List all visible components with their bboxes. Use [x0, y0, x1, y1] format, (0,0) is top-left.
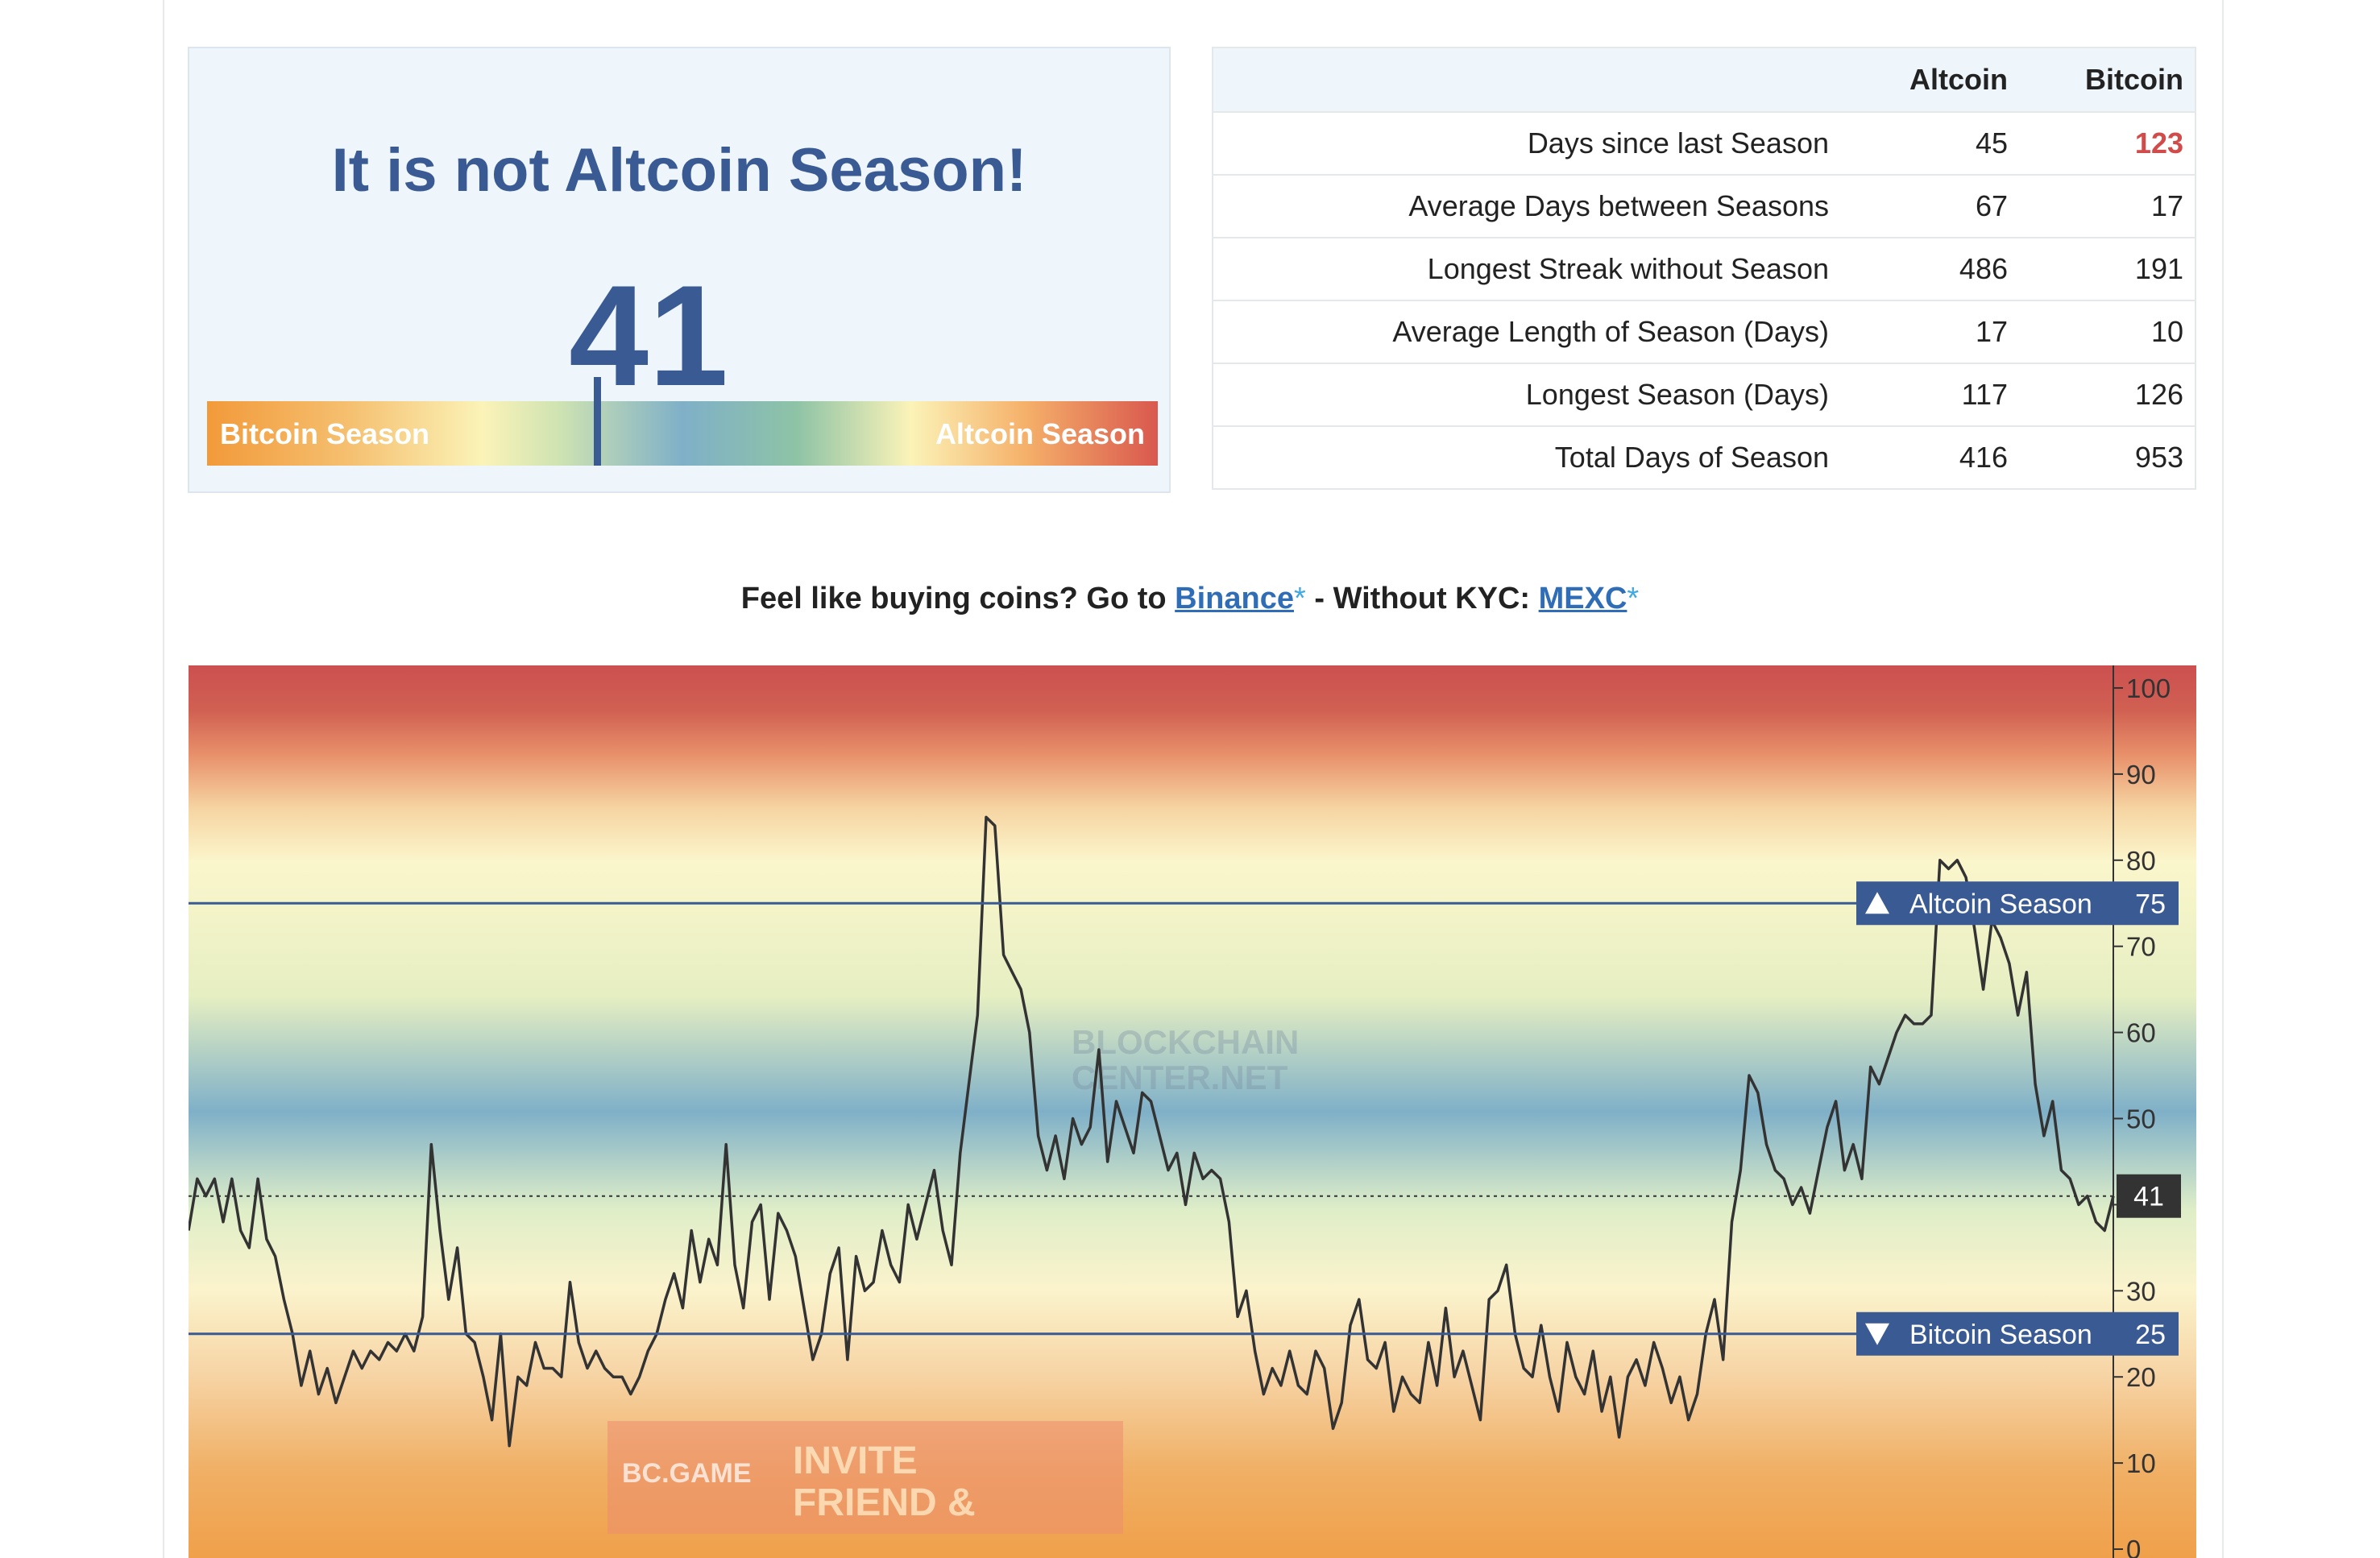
stats-bitcoin-value: 953 — [2134, 441, 2183, 474]
y-axis-tick-label: 80 — [2126, 846, 2156, 876]
altcoin-index-value: 41 — [569, 255, 728, 416]
y-axis-tick-label: 60 — [2126, 1018, 2156, 1048]
bitcoin-season-label: Bitcoin Season — [1909, 1320, 2092, 1350]
chart-svg: 0102030405060708090100Altcoin Season75Bi… — [189, 665, 2181, 1558]
season-stats-table: Altcoin Bitcoin Days since last Season 4… — [1212, 47, 2196, 490]
stats-altcoin-value: 486 — [1959, 252, 2008, 285]
bc-game-ad-banner[interactable]: BC.GAME INVITE FRIEND & — [607, 1421, 1123, 1534]
y-axis-tick-label: 70 — [2126, 932, 2156, 962]
stats-row-label: Average Days between Seasons — [1408, 189, 1829, 222]
stats-bitcoin-value: 123 — [2134, 126, 2183, 160]
stats-bitcoin-value: 17 — [2150, 189, 2183, 222]
current-value-badge — [2117, 1174, 2181, 1218]
altcoin-season-value-label: 75 — [2135, 889, 2166, 919]
stats-bitcoin-value: 126 — [2134, 378, 2183, 411]
stats-altcoin-value: 117 — [1961, 378, 2008, 411]
y-axis-tick-label: 50 — [2126, 1104, 2156, 1134]
gauge-altcoin-season-label: Altcoin Season — [935, 417, 1145, 450]
table-row: Average Days between Seasons 67 17 — [1213, 176, 2195, 238]
stats-bitcoin-value: 10 — [2150, 315, 2183, 348]
y-axis-tick-label: 20 — [2126, 1362, 2156, 1392]
altcoin-index-series-line — [189, 815, 2115, 1448]
stats-header-bitcoin: Bitcoin — [2085, 63, 2183, 96]
table-row: Days since last Season 45 123 — [1213, 113, 2195, 176]
ad-brand-text: BC.GAME — [622, 1458, 752, 1489]
altcoin-season-label-box — [1856, 881, 2179, 926]
season-gauge: Bitcoin Season Altcoin Season — [207, 377, 1158, 466]
watermark-line-1: BLOCKCHAIN — [1072, 1023, 1300, 1061]
stats-row-label: Days since last Season — [1527, 126, 1829, 160]
bitcoin-season-label-box — [1856, 1311, 2179, 1356]
current-value-label: 41 — [2133, 1182, 2164, 1212]
stats-altcoin-value: 67 — [1975, 189, 2008, 222]
stats-row-label: Total Days of Season — [1554, 441, 1829, 474]
table-row: Longest Season (Days) 117 126 — [1213, 364, 2195, 427]
ad-headline-line-1: INVITE — [793, 1440, 918, 1482]
stats-header-altcoin: Altcoin — [1909, 63, 2008, 96]
stats-altcoin-value: 17 — [1975, 315, 2008, 348]
stats-row-label: Longest Season (Days) — [1525, 378, 1829, 411]
binance-asterisk: * — [1294, 582, 1306, 615]
gauge-bitcoin-season-label: Bitcoin Season — [220, 417, 430, 450]
y-axis-tick-label: 90 — [2126, 760, 2156, 789]
season-status-panel: It is not Altcoin Season! 41 Bitcoin Sea… — [188, 47, 1171, 493]
altcoin-season-chart: BLOCKCHAIN CENTER.NET BC.GAME INVITE FRI… — [189, 665, 2196, 1558]
y-axis-tick-label: 10 — [2126, 1448, 2156, 1478]
stats-row-label: Longest Streak without Season — [1427, 252, 1829, 285]
stats-header-row: Altcoin Bitcoin — [1213, 48, 2195, 113]
promo-middle-text: - Without KYC: — [1314, 582, 1531, 615]
season-status-title: It is not Altcoin Season! — [331, 136, 1027, 205]
blockchaincenter-watermark: BLOCKCHAIN CENTER.NET — [1072, 1025, 1299, 1096]
promo-prefix-text: Feel like buying coins? Go to — [740, 582, 1167, 615]
altcoin-season-label: Altcoin Season — [1909, 889, 2092, 919]
stats-bitcoin-value: 191 — [2134, 252, 2183, 285]
stats-altcoin-value: 45 — [1975, 126, 2008, 160]
mexc-link[interactable]: MEXC — [1538, 582, 1627, 615]
arrow-up-icon — [1865, 892, 1889, 914]
stats-row-label: Average Length of Season (Days) — [1392, 315, 1829, 348]
stats-header-label — [1213, 48, 1829, 111]
y-axis-tick-label: 0 — [2126, 1535, 2141, 1558]
watermark-line-2: CENTER.NET — [1072, 1059, 1288, 1096]
table-row: Total Days of Season 416 953 — [1213, 427, 2195, 488]
binance-link[interactable]: Binance — [1175, 582, 1294, 615]
table-row: Longest Streak without Season 486 191 — [1213, 238, 2195, 301]
mexc-asterisk: * — [1627, 582, 1640, 615]
ad-headline: INVITE FRIEND & — [793, 1440, 976, 1524]
arrow-down-icon — [1865, 1323, 1889, 1345]
ad-headline-line-2: FRIEND & — [793, 1481, 976, 1524]
y-axis-tick-label: 30 — [2126, 1276, 2156, 1306]
gauge-marker — [593, 377, 601, 466]
bitcoin-season-value-label: 25 — [2135, 1320, 2166, 1350]
stats-altcoin-value: 416 — [1959, 441, 2008, 474]
table-row: Average Length of Season (Days) 17 10 — [1213, 301, 2195, 364]
exchange-promo: Feel like buying coins? Go to Binance* -… — [0, 582, 2380, 616]
y-axis-tick-label: 100 — [2126, 673, 2171, 703]
